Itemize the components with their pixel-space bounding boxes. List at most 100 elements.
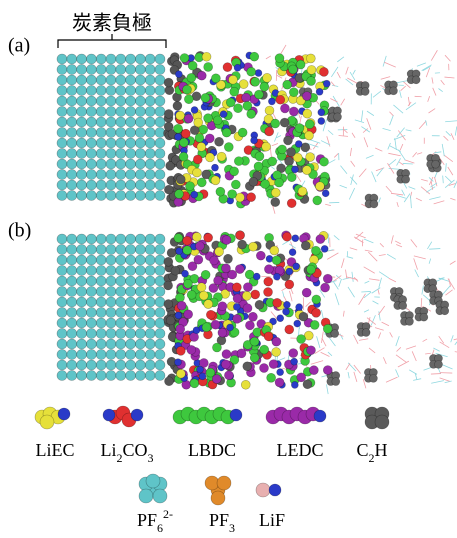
atom	[197, 71, 206, 80]
atom	[213, 116, 222, 125]
atom	[96, 276, 106, 286]
atom	[126, 75, 136, 85]
electrolyte-bond	[391, 193, 403, 195]
electrolyte-bond	[429, 109, 436, 113]
atom	[288, 65, 297, 74]
atom	[185, 182, 194, 191]
atom	[283, 232, 292, 241]
atom	[126, 360, 136, 370]
atom	[145, 117, 155, 127]
atom	[155, 54, 165, 64]
atom	[235, 265, 244, 274]
electrolyte-bond	[367, 111, 374, 115]
atom	[96, 255, 106, 265]
electrolyte-bond	[315, 348, 325, 354]
atom	[199, 291, 208, 300]
atom	[243, 283, 252, 292]
label-part: LBDC	[188, 440, 236, 460]
atom	[135, 65, 145, 75]
atom	[135, 180, 145, 190]
atom	[211, 74, 220, 83]
atom	[145, 75, 155, 85]
atom	[106, 350, 116, 360]
atom	[295, 141, 302, 148]
atom	[77, 234, 87, 244]
electrolyte-bond	[386, 377, 398, 382]
atom	[116, 128, 126, 138]
electrolyte-bond	[450, 198, 455, 200]
atom	[106, 107, 116, 117]
atom	[77, 159, 87, 169]
atom	[155, 138, 165, 148]
atom	[272, 348, 281, 357]
atom	[57, 128, 67, 138]
atom	[145, 266, 155, 276]
atom	[176, 111, 185, 120]
atom	[277, 369, 284, 376]
atom	[264, 265, 273, 274]
atom	[241, 380, 250, 389]
atom	[103, 409, 115, 421]
atom	[135, 276, 145, 286]
atom	[135, 75, 145, 85]
atom	[116, 360, 126, 370]
electrolyte-bond	[343, 311, 344, 317]
atom	[196, 366, 203, 373]
atom	[319, 67, 328, 76]
legend-label: LBDC	[188, 440, 236, 460]
figure: (a) (b) 炭素負極 LiECLi2CO3LBDCLEDCC2HPF62-P…	[0, 0, 457, 538]
atom	[135, 329, 145, 339]
atom	[135, 128, 145, 138]
atom	[375, 415, 389, 429]
atom	[106, 96, 116, 106]
atom	[145, 65, 155, 75]
atom	[155, 107, 165, 117]
electrolyte-bond	[272, 144, 278, 146]
atom	[135, 287, 145, 297]
atom	[116, 117, 126, 127]
electrolyte-bond	[431, 381, 444, 384]
electrolyte-bond	[311, 361, 323, 365]
atom	[277, 315, 284, 322]
legend-item: PF3	[205, 476, 235, 535]
atom	[96, 170, 106, 180]
atom	[171, 266, 180, 275]
atom	[77, 255, 87, 265]
electrolyte-bond	[369, 279, 380, 281]
electrolyte-bond	[409, 187, 416, 190]
atom	[86, 276, 96, 286]
atom	[204, 114, 213, 123]
electrolyte-bond	[368, 252, 377, 261]
electrolyte-bond	[445, 176, 452, 182]
atom	[176, 248, 183, 255]
atom	[67, 255, 77, 265]
atom	[116, 75, 126, 85]
atom	[116, 339, 126, 349]
atom	[135, 245, 145, 255]
atom	[126, 276, 136, 286]
atom	[243, 304, 252, 313]
electrolyte-bond	[383, 56, 386, 67]
atom	[204, 233, 213, 242]
electrolyte-bond	[379, 198, 381, 203]
atom	[155, 308, 165, 318]
electrolyte-bond	[398, 361, 409, 367]
electrolyte-bond	[326, 384, 328, 394]
atom	[264, 332, 273, 341]
atom	[271, 119, 280, 128]
atom	[234, 157, 243, 166]
atom	[231, 180, 240, 189]
electrolyte-bond	[353, 70, 356, 74]
atom	[275, 178, 284, 187]
atom	[287, 173, 296, 182]
legend-item: PF62-	[137, 474, 173, 535]
electrolyte-bond	[389, 159, 396, 165]
electrolyte-bond	[391, 235, 393, 243]
electrolyte-bond	[445, 55, 451, 61]
atom	[106, 276, 116, 286]
atom	[234, 64, 241, 71]
atom	[86, 371, 96, 381]
atom	[302, 92, 311, 101]
electrolyte-bond	[364, 239, 373, 243]
atom	[57, 318, 67, 328]
